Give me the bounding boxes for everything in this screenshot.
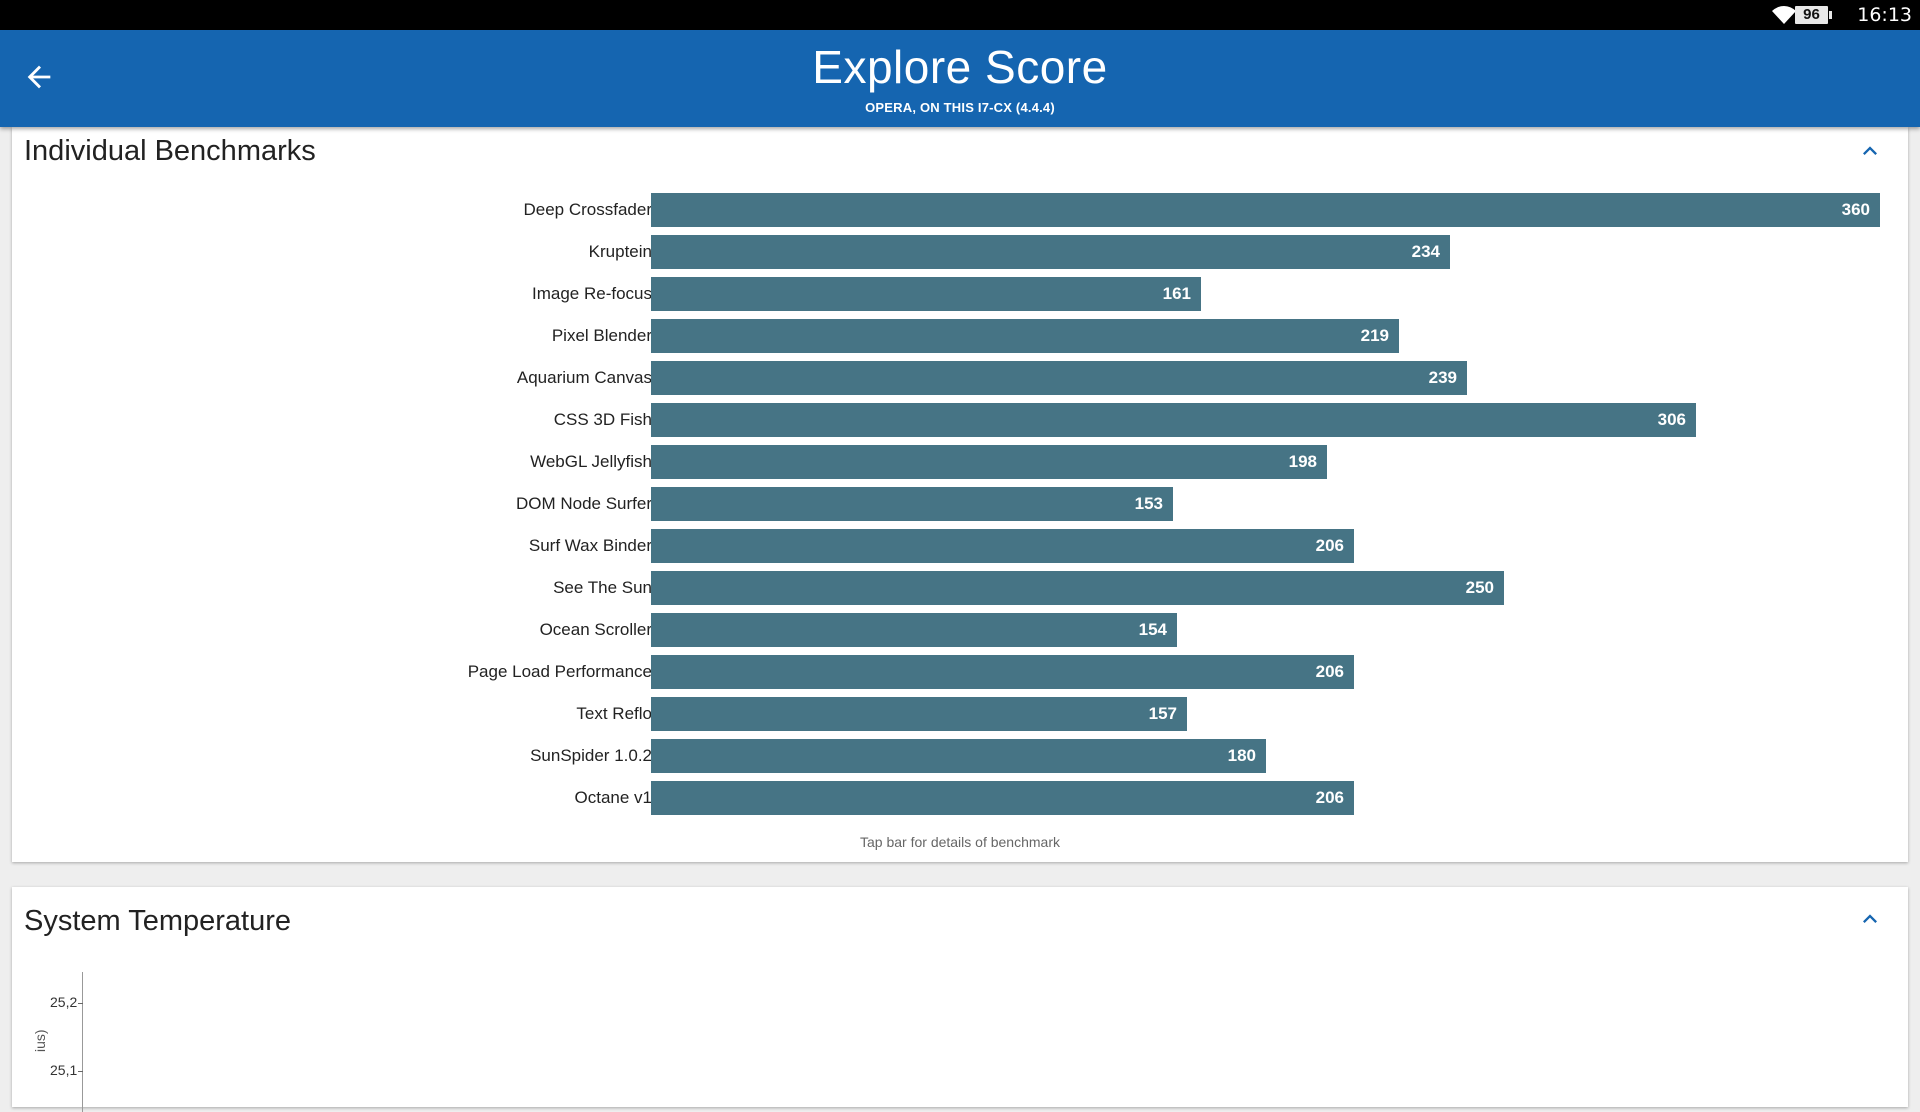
benchmark-value: 206 — [1315, 536, 1344, 555]
benchmark-bar[interactable]: 161 — [651, 277, 1201, 311]
benchmark-bar[interactable]: 206 — [651, 529, 1354, 563]
benchmark-bar[interactable]: 206 — [651, 781, 1354, 815]
benchmark-value: 250 — [1465, 578, 1494, 597]
app-bar: Explore Score OPERA, ON THIS I7-CX (4.4.… — [0, 30, 1920, 127]
benchmark-bar[interactable]: 250 — [651, 571, 1504, 605]
benchmark-row[interactable]: CSS 3D Fish 306 — [12, 403, 1908, 437]
benchmark-row[interactable]: DOM Node Surfer 153 — [12, 487, 1908, 521]
benchmark-row[interactable]: Pixel Blender 219 — [12, 319, 1908, 353]
benchmark-bar[interactable]: 306 — [651, 403, 1696, 437]
benchmark-label: DOM Node Surfer — [515, 494, 652, 513]
benchmark-label: Text Reflo — [576, 704, 652, 723]
benchmark-row[interactable]: Surf Wax Binder 206 — [12, 529, 1908, 563]
benchmark-bar[interactable]: 180 — [651, 739, 1266, 773]
page-title: Explore Score — [812, 41, 1108, 93]
benchmark-value: 234 — [1411, 242, 1440, 261]
individual-benchmarks-card: Individual Benchmarks Deep Crossfader 360… — [12, 127, 1908, 862]
benchmark-bar[interactable]: 206 — [651, 655, 1354, 689]
benchmark-label: WebGL Jellyfish — [530, 452, 652, 471]
y-axis-label: ius) — [32, 1029, 48, 1052]
benchmark-bar[interactable]: 157 — [651, 697, 1187, 731]
benchmark-value: 180 — [1227, 746, 1256, 765]
benchmark-bar[interactable]: 154 — [651, 613, 1177, 647]
battery-indicator: 96 — [1795, 6, 1832, 24]
benchmark-value: 239 — [1428, 368, 1457, 387]
chevron-up-icon[interactable] — [1856, 137, 1884, 165]
benchmark-row[interactable]: Image Re-focus 161 — [12, 277, 1908, 311]
benchmark-label: Octane v1 — [574, 788, 653, 807]
benchmark-label: Ocean Scroller — [539, 620, 652, 639]
wifi-icon — [1772, 6, 1796, 24]
benchmark-bar[interactable]: 198 — [651, 445, 1327, 479]
benchmark-bar[interactable]: 234 — [651, 235, 1450, 269]
benchmark-bar[interactable]: 219 — [651, 319, 1399, 353]
y-axis-line — [82, 972, 83, 1112]
benchmark-row[interactable]: Kruptein 234 — [12, 235, 1908, 269]
benchmark-value: 154 — [1138, 620, 1167, 639]
benchmark-bar[interactable]: 239 — [651, 361, 1467, 395]
benchmark-label: Image Re-focus — [532, 284, 652, 303]
status-bar: 96 16:13 — [0, 0, 1920, 30]
benchmark-row[interactable]: SunSpider 1.0.2 180 — [12, 739, 1908, 773]
benchmark-label: CSS 3D Fish — [553, 410, 652, 429]
benchmark-label: Kruptein — [588, 242, 652, 261]
clock: 16:13 — [1857, 4, 1912, 26]
benchmark-label: Surf Wax Binder — [528, 536, 652, 555]
card-title: System Temperature — [24, 905, 292, 937]
back-arrow-icon[interactable] — [22, 60, 56, 94]
benchmark-value: 206 — [1315, 788, 1344, 807]
system-temperature-card: System Temperature 25,2 25,1 ius) — [12, 887, 1908, 1112]
y-tick-mark — [78, 1003, 83, 1004]
y-tick-label: 25,2 — [50, 994, 78, 1010]
y-tick-label: 25,1 — [50, 1062, 78, 1078]
page-subtitle: OPERA, ON THIS I7-CX (4.4.4) — [865, 100, 1055, 115]
benchmark-row[interactable]: Deep Crossfader 360 — [12, 193, 1908, 227]
benchmark-value: 161 — [1162, 284, 1191, 303]
benchmark-label: SunSpider 1.0.2 — [530, 746, 652, 765]
chevron-up-icon[interactable] — [1856, 905, 1884, 933]
benchmark-row[interactable]: See The Sun 250 — [12, 571, 1908, 605]
benchmark-value: 206 — [1315, 662, 1344, 681]
benchmark-row[interactable]: Page Load Performance 206 — [12, 655, 1908, 689]
benchmark-row[interactable]: Ocean Scroller 154 — [12, 613, 1908, 647]
chart-hint: Tap bar for details of benchmark — [860, 834, 1060, 850]
benchmark-row[interactable]: WebGL Jellyfish 198 — [12, 445, 1908, 479]
benchmark-value: 157 — [1148, 704, 1177, 723]
y-tick-mark — [78, 1071, 83, 1072]
benchmark-value: 198 — [1288, 452, 1317, 471]
benchmark-label: Page Load Performance — [467, 662, 652, 681]
benchmark-row[interactable]: Octane v1 206 — [12, 781, 1908, 815]
benchmark-value: 153 — [1134, 494, 1163, 513]
benchmark-row[interactable]: Text Reflo 157 — [12, 697, 1908, 731]
benchmark-label: Pixel Blender — [551, 326, 652, 345]
benchmark-label: Deep Crossfader — [523, 200, 652, 219]
benchmark-value: 306 — [1657, 410, 1686, 429]
benchmark-bar[interactable]: 153 — [651, 487, 1173, 521]
benchmark-value: 360 — [1841, 200, 1870, 219]
benchmark-value: 219 — [1360, 326, 1389, 345]
card-title: Individual Benchmarks — [24, 135, 316, 167]
benchmark-bar[interactable]: 360 — [651, 193, 1880, 227]
benchmark-label: Aquarium Canvas — [516, 368, 652, 387]
benchmark-row[interactable]: Aquarium Canvas 239 — [12, 361, 1908, 395]
benchmark-label: See The Sun — [553, 578, 652, 597]
